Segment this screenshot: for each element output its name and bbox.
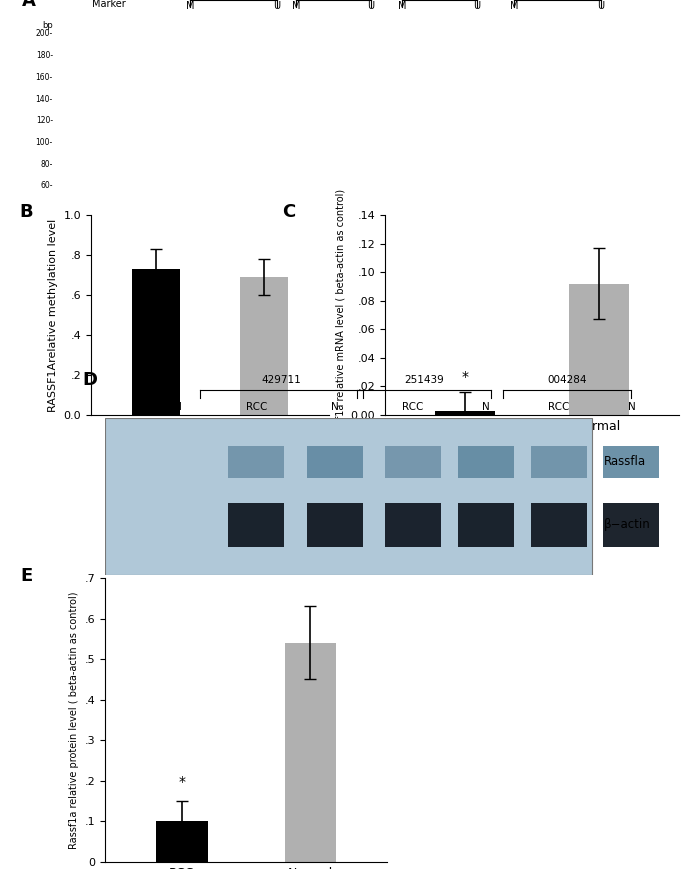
Text: RCC: RCC	[402, 401, 423, 412]
Bar	[603, 447, 659, 478]
Bar	[285, 643, 336, 862]
Bar	[156, 821, 208, 862]
Bar	[307, 447, 363, 478]
Text: 004284: 004284	[547, 375, 587, 385]
Bar	[281, 129, 360, 171]
Text: 429711: 429711	[262, 375, 301, 385]
Text: 160-: 160-	[36, 73, 53, 82]
Text: *: *	[178, 775, 186, 789]
Bar	[435, 411, 496, 415]
Text: C: C	[282, 203, 295, 221]
Bar	[181, 124, 262, 169]
Text: M: M	[292, 1, 300, 11]
Text: 100-: 100-	[36, 138, 53, 147]
Bar	[568, 283, 629, 415]
Bar	[132, 269, 181, 415]
Bar	[288, 133, 354, 167]
Text: M: M	[398, 1, 406, 11]
X-axis label: Groups: Groups	[510, 439, 554, 451]
Text: β−actin: β−actin	[603, 518, 650, 531]
Text: D: D	[83, 371, 97, 389]
Text: M: M	[186, 1, 194, 11]
Text: *: *	[462, 369, 469, 383]
Text: U: U	[274, 1, 281, 11]
Bar	[307, 503, 363, 547]
Text: bp: bp	[42, 21, 53, 30]
Bar	[495, 119, 595, 174]
Text: Rassfla: Rassfla	[603, 455, 645, 468]
Text: 120-: 120-	[36, 116, 53, 125]
Bar	[458, 503, 514, 547]
Text: RCC: RCC	[548, 401, 569, 412]
Text: U: U	[367, 1, 374, 11]
Bar	[592, 124, 673, 169]
Text: U: U	[598, 1, 605, 11]
Bar	[531, 447, 587, 478]
Bar	[296, 136, 346, 163]
Bar	[385, 447, 441, 478]
Bar	[393, 124, 473, 169]
Bar	[514, 129, 576, 163]
Bar	[190, 129, 252, 163]
Text: M: M	[510, 1, 518, 11]
Text: Marker: Marker	[92, 0, 126, 10]
Text: 140-: 140-	[36, 95, 53, 103]
Bar	[601, 129, 664, 163]
Bar	[458, 447, 514, 478]
Text: 80-: 80-	[41, 160, 53, 169]
Y-axis label: Rassf1a relative mRNA level ( beta-actin as control): Rassf1a relative mRNA level ( beta-actin…	[335, 189, 345, 441]
Bar	[228, 447, 284, 478]
Text: N: N	[627, 401, 636, 412]
Text: U: U	[473, 1, 480, 11]
Bar	[531, 503, 587, 547]
X-axis label: Groups: Groups	[188, 439, 232, 451]
Text: RCC: RCC	[246, 401, 267, 412]
Bar	[582, 119, 682, 174]
Text: M: M	[174, 401, 182, 412]
Text: 200-: 200-	[36, 30, 53, 38]
Text: 60-: 60-	[41, 182, 53, 190]
Bar	[239, 277, 288, 415]
Bar	[505, 124, 585, 169]
Text: 251439: 251439	[405, 375, 444, 385]
Bar	[385, 503, 441, 547]
Text: N: N	[482, 401, 490, 412]
Y-axis label: RASSF1Arelative methylation level: RASSF1Arelative methylation level	[48, 218, 58, 412]
Bar	[383, 119, 483, 174]
Bar	[603, 503, 659, 547]
Bar	[172, 119, 271, 174]
Text: B: B	[20, 203, 33, 221]
Bar	[228, 503, 284, 547]
Bar	[402, 129, 464, 163]
Y-axis label: Rassf1a relative protein level ( beta-actin as control): Rassf1a relative protein level ( beta-ac…	[69, 591, 79, 849]
Text: N: N	[330, 401, 339, 412]
Text: A: A	[22, 0, 36, 10]
Text: 180-: 180-	[36, 51, 53, 60]
Bar	[105, 418, 592, 575]
Text: E: E	[20, 567, 33, 585]
